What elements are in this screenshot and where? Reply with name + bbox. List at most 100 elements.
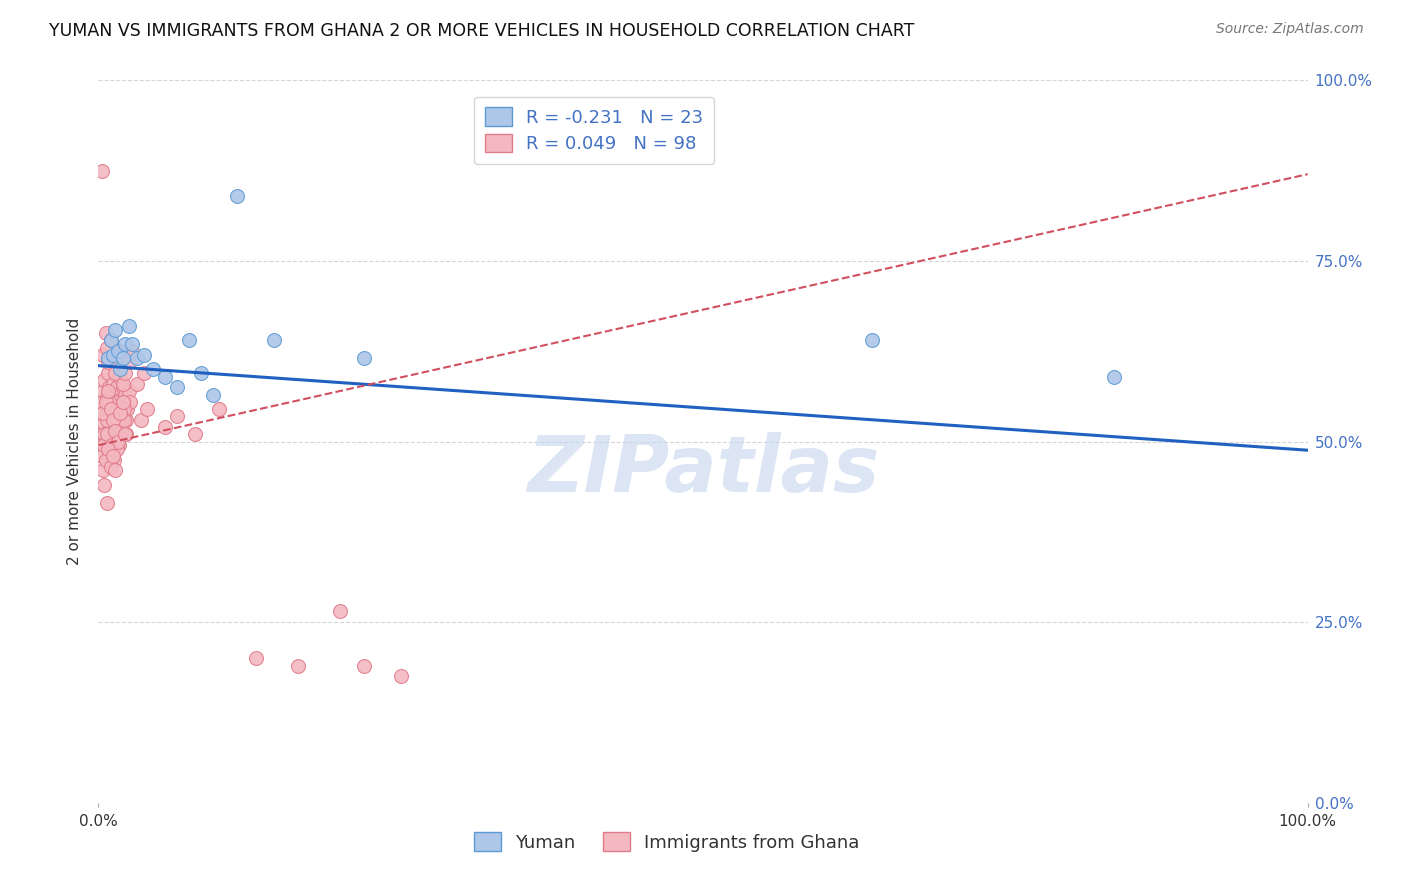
Point <box>103 427 125 442</box>
Point <box>108 438 131 452</box>
Point <box>129 413 152 427</box>
Point <box>91 449 114 463</box>
Point <box>353 351 375 366</box>
Point <box>112 402 135 417</box>
Point <box>121 337 143 351</box>
Point <box>97 351 120 366</box>
Point <box>329 604 352 618</box>
Point <box>111 394 134 409</box>
Point <box>91 163 114 178</box>
Point <box>100 387 122 401</box>
Point <box>105 380 128 394</box>
Point <box>94 326 117 340</box>
Point <box>94 452 117 467</box>
Point <box>101 413 124 427</box>
Point <box>93 427 115 442</box>
Legend: Yuman, Immigrants from Ghana: Yuman, Immigrants from Ghana <box>467 825 868 859</box>
Point <box>100 398 122 412</box>
Point <box>100 438 122 452</box>
Point <box>190 366 212 380</box>
Point <box>134 366 156 380</box>
Point <box>108 369 131 384</box>
Point <box>97 355 120 369</box>
Point <box>98 394 121 409</box>
Point <box>96 496 118 510</box>
Point <box>142 362 165 376</box>
Point <box>115 427 138 442</box>
Point <box>127 376 149 391</box>
Point <box>263 334 285 348</box>
Point <box>108 413 131 427</box>
Point <box>105 442 128 456</box>
Point <box>114 387 136 401</box>
Point <box>245 651 267 665</box>
Point <box>166 380 188 394</box>
Point <box>208 402 231 417</box>
Point <box>118 318 141 333</box>
Point <box>108 362 131 376</box>
Point <box>91 406 114 420</box>
Point <box>100 402 122 417</box>
Point <box>104 402 127 417</box>
Point <box>91 438 114 452</box>
Point <box>97 442 120 456</box>
Point <box>105 434 128 449</box>
Point <box>112 413 135 427</box>
Point <box>153 420 176 434</box>
Point <box>101 348 124 362</box>
Point <box>101 351 124 366</box>
Point <box>135 402 157 417</box>
Point <box>96 406 118 420</box>
Point <box>108 406 131 420</box>
Point <box>97 366 120 380</box>
Point <box>118 394 141 409</box>
Point <box>91 463 114 477</box>
Point <box>100 420 122 434</box>
Point <box>100 334 122 348</box>
Point <box>153 369 176 384</box>
Point <box>104 463 127 477</box>
Point <box>127 351 149 366</box>
Point <box>114 427 136 442</box>
Text: Source: ZipAtlas.com: Source: ZipAtlas.com <box>1216 22 1364 37</box>
Point <box>104 322 127 336</box>
Point <box>389 669 412 683</box>
Point <box>860 334 883 348</box>
Point <box>103 452 125 467</box>
Point <box>108 424 131 438</box>
Point <box>184 427 207 442</box>
Point <box>166 409 188 424</box>
Y-axis label: 2 or more Vehicles in Household: 2 or more Vehicles in Household <box>67 318 83 566</box>
Point <box>98 449 121 463</box>
Point <box>110 402 132 417</box>
Point <box>104 366 127 380</box>
Point <box>287 658 309 673</box>
Point <box>111 380 134 394</box>
Point <box>93 373 115 387</box>
Point <box>96 391 118 405</box>
Point <box>100 334 122 348</box>
Point <box>93 478 115 492</box>
Point <box>115 413 138 427</box>
Point <box>94 406 117 420</box>
Point <box>104 424 127 438</box>
Point <box>101 449 124 463</box>
Point <box>202 387 225 401</box>
Point <box>107 355 129 369</box>
Point <box>101 376 124 391</box>
Point <box>93 417 115 431</box>
Point <box>118 384 141 398</box>
Point <box>93 438 115 452</box>
Point <box>91 427 114 442</box>
Point <box>103 391 125 405</box>
Point <box>353 658 375 673</box>
Point <box>98 380 121 394</box>
Point <box>96 341 118 355</box>
Point <box>114 337 136 351</box>
Point <box>108 431 131 445</box>
Point <box>114 366 136 380</box>
Point <box>110 413 132 427</box>
Point <box>107 344 129 359</box>
Point <box>111 351 134 366</box>
Point <box>107 394 129 409</box>
